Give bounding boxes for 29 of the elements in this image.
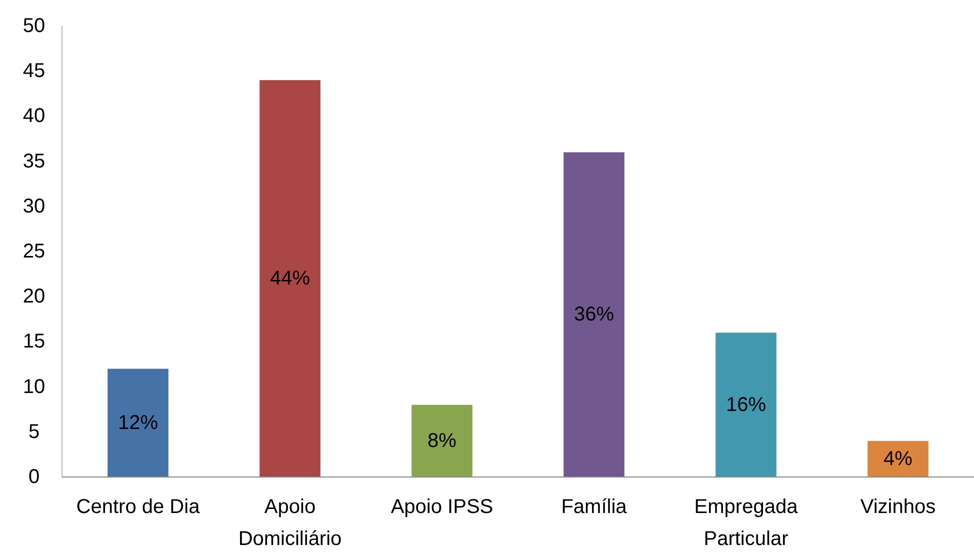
bar	[868, 440, 928, 477]
y-tick-label: 15	[22, 330, 46, 353]
x-tick-label: Vizinhos	[860, 496, 936, 518]
y-tick-label: 20	[22, 286, 46, 308]
x-tick-label: Centro de Dia	[76, 496, 201, 518]
data-label: 8%	[428, 430, 457, 452]
y-tick-label: 45	[22, 60, 46, 82]
data-label: 12%	[118, 412, 158, 434]
y-tick-label: 0	[28, 466, 40, 488]
data-label: 36%	[574, 304, 614, 326]
bar	[564, 152, 624, 477]
y-tick-label: 25	[22, 240, 46, 262]
bar	[412, 404, 472, 477]
x-tick-label: Apoio Domiciliário	[238, 496, 342, 550]
y-tick-label: 40	[22, 105, 46, 128]
data-label: 4%	[884, 448, 913, 470]
y-tick-label: 35	[22, 150, 46, 172]
y-tick-label: 50	[22, 15, 46, 37]
y-tick-label: 5	[28, 420, 40, 443]
x-tick-label: Apoio IPSS	[390, 496, 494, 518]
y-tick-label: 10	[22, 376, 46, 398]
bar	[716, 332, 776, 477]
y-tick-label: 30	[22, 195, 46, 218]
data-label: 44%	[270, 268, 310, 290]
x-tick-label: Família	[561, 496, 628, 518]
x-tick-label: Empregada Particular	[694, 496, 799, 550]
bar	[260, 80, 320, 477]
data-label: 16%	[726, 394, 766, 416]
bar	[108, 368, 168, 477]
